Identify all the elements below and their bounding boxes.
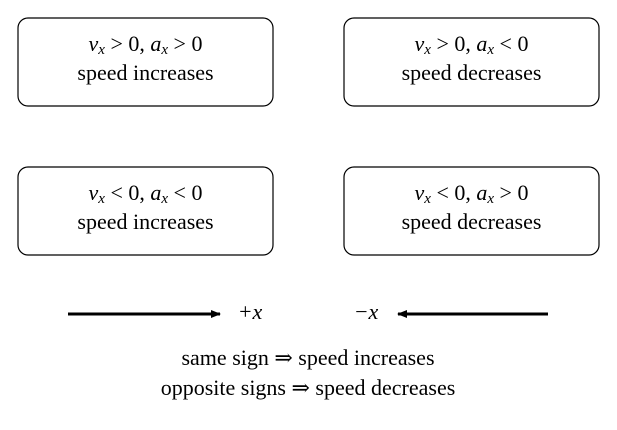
velocity-subscript: x [97, 191, 105, 207]
result: speed increases [77, 209, 213, 234]
velocity-subscript: x [97, 42, 105, 58]
box [17, 17, 274, 107]
box [343, 17, 600, 107]
velocity-relation: > 0, [105, 31, 150, 56]
acceleration-subscript: x [486, 191, 494, 207]
acceleration-symbol: a [476, 31, 487, 56]
acceleration-relation: > 0 [168, 31, 202, 56]
acceleration-subscript: x [160, 191, 168, 207]
acceleration-relation: < 0 [168, 180, 202, 205]
acceleration-relation: > 0 [494, 180, 528, 205]
velocity-relation: < 0, [105, 180, 150, 205]
note: opposite signs ⇒ speed decreases [161, 375, 456, 400]
acceleration-symbol: a [150, 31, 161, 56]
acceleration-subscript: x [486, 42, 494, 58]
condition: vx > 0, ax > 0 [89, 31, 203, 58]
acceleration-symbol: a [150, 180, 161, 205]
condition: vx < 0, ax < 0 [89, 180, 203, 207]
velocity-relation: < 0, [431, 180, 476, 205]
velocity-symbol: v [415, 180, 425, 205]
velocity-symbol: v [89, 180, 99, 205]
velocity-symbol: v [89, 31, 99, 56]
velocity-subscript: x [423, 42, 431, 58]
result: speed decreases [402, 60, 542, 85]
condition: vx > 0, ax < 0 [415, 31, 529, 58]
negative-label: −x [354, 299, 379, 324]
note: same sign ⇒ speed increases [181, 345, 434, 370]
acceleration-relation: < 0 [494, 31, 528, 56]
acceleration-subscript: x [160, 42, 168, 58]
positive-label: +x [238, 299, 263, 324]
acceleration-symbol: a [476, 180, 487, 205]
condition: vx < 0, ax > 0 [415, 180, 529, 207]
velocity-subscript: x [423, 191, 431, 207]
box [343, 166, 600, 256]
result: speed decreases [402, 209, 542, 234]
velocity-symbol: v [415, 31, 425, 56]
velocity-relation: > 0, [431, 31, 476, 56]
result: speed increases [77, 60, 213, 85]
box [17, 166, 274, 256]
